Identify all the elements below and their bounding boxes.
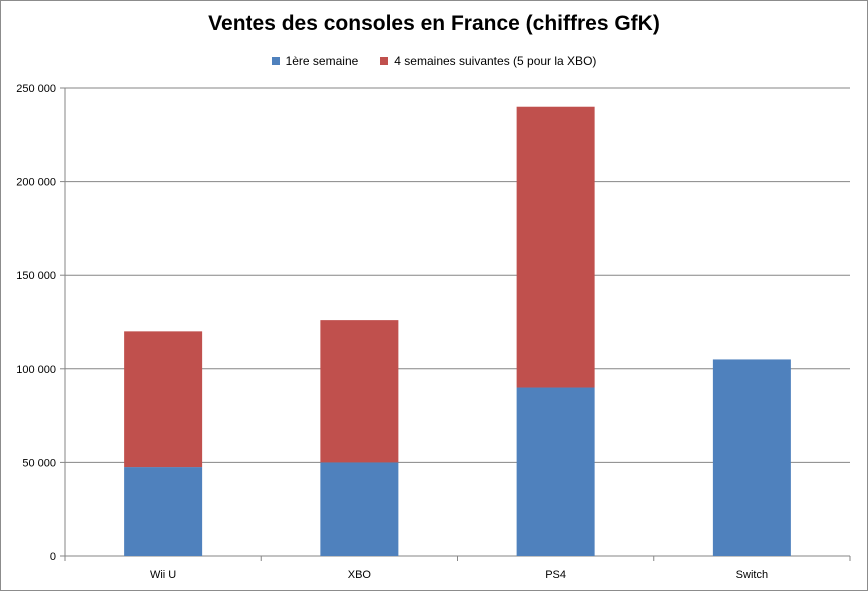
- bar-ps4-series-2: [516, 106, 595, 388]
- y-tick-label-5: 250 000: [16, 83, 56, 95]
- legend-swatch-series-1: [271, 57, 280, 65]
- legend-item-series-2: 4 semaines suivantes (5 pour la XBO): [380, 54, 596, 68]
- y-tick-label-4: 200 000: [16, 177, 56, 189]
- legend-label-series-2: 4 semaines suivantes (5 pour la XBO): [394, 54, 597, 68]
- x-tick-label-2: PS4: [545, 569, 566, 581]
- bar-switch-series-1: [712, 359, 791, 556]
- y-tick-label-2: 100 000: [16, 364, 56, 376]
- legend-swatch-series-2: [380, 57, 389, 65]
- bar-ps4-series-1: [516, 387, 595, 556]
- bar-xbo-series-1: [320, 462, 399, 556]
- bar-xbo-series-2: [320, 320, 399, 463]
- bar-wii-u-series-2: [124, 331, 203, 468]
- legend-item-series-1: 1ère semaine: [271, 54, 359, 68]
- y-tick-label-0: 0: [50, 551, 56, 563]
- legend-label-series-1: 1ère semaine: [285, 54, 359, 68]
- y-tick-label-1: 50 000: [22, 457, 56, 469]
- y-tick-label-3: 150 000: [16, 270, 56, 282]
- bar-wii-u-series-1: [124, 467, 203, 556]
- x-tick-label-3: Switch: [736, 569, 768, 581]
- x-tick-label-1: XBO: [348, 569, 372, 581]
- x-tick-label-0: Wii U: [150, 569, 176, 581]
- chart-legend: 1ère semaine 4 semaines suivantes (5 pou…: [0, 54, 868, 68]
- chart-title: Ventes des consoles en France (chiffres …: [208, 12, 660, 35]
